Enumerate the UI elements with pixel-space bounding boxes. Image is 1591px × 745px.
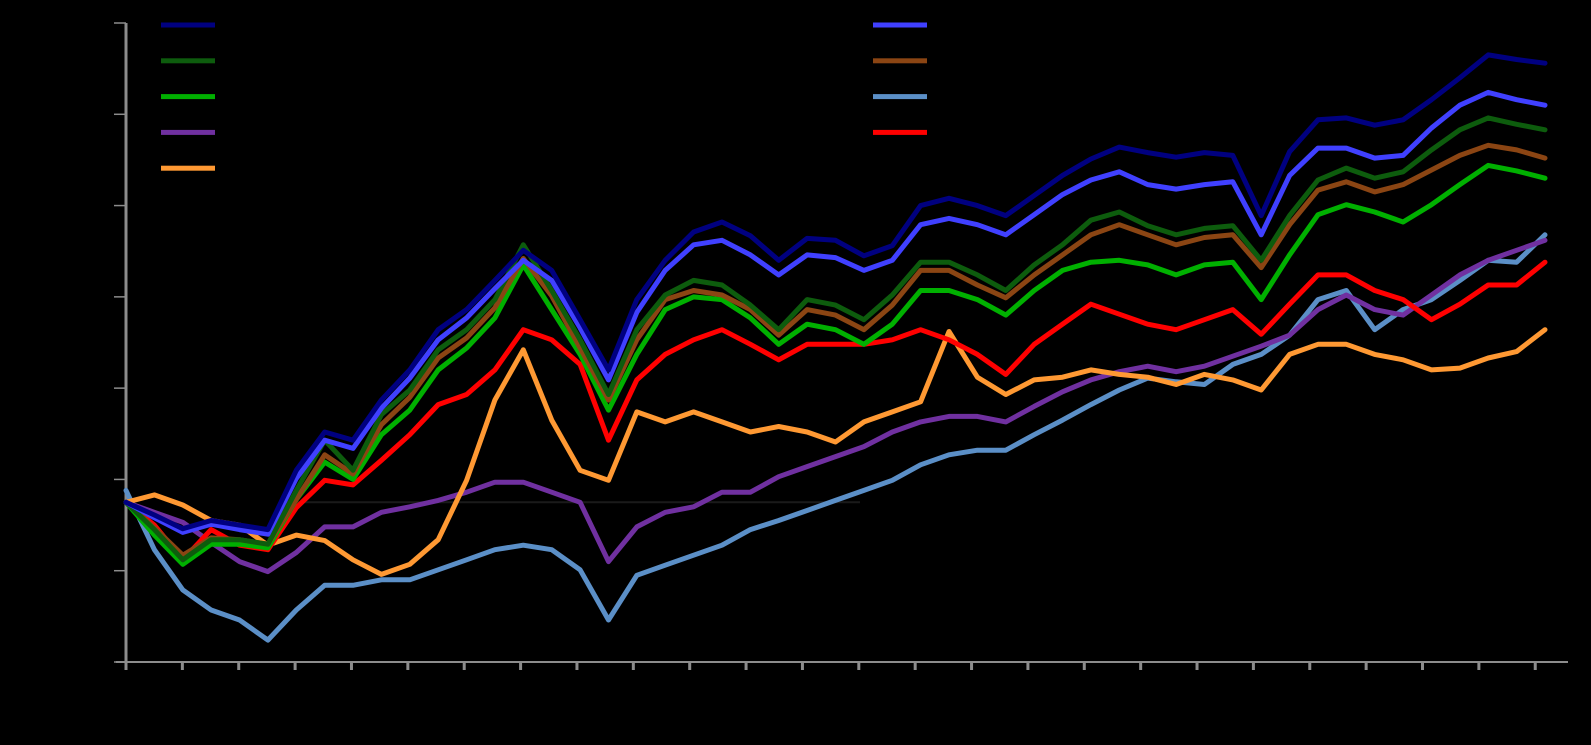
series-line xyxy=(123,142,1548,558)
series-line xyxy=(123,52,1548,533)
legend-swatch xyxy=(161,129,215,135)
legend-swatch xyxy=(873,129,927,135)
axes xyxy=(114,22,1568,670)
series-lines xyxy=(123,52,1548,643)
legend-swatch xyxy=(161,22,215,28)
legend-swatch xyxy=(873,58,927,64)
legend-swatch xyxy=(161,94,215,100)
series-line xyxy=(123,327,1548,577)
series-line xyxy=(123,89,1548,537)
series-line xyxy=(123,162,1548,567)
legend-swatch xyxy=(161,165,215,171)
legend-swatch xyxy=(873,94,927,100)
legend xyxy=(161,22,927,171)
series-line xyxy=(123,259,1548,563)
legend-swatch xyxy=(161,58,215,64)
legend-swatch xyxy=(873,22,927,28)
series-line xyxy=(123,232,1548,643)
series-line xyxy=(123,115,1548,563)
series-line xyxy=(123,237,1548,575)
